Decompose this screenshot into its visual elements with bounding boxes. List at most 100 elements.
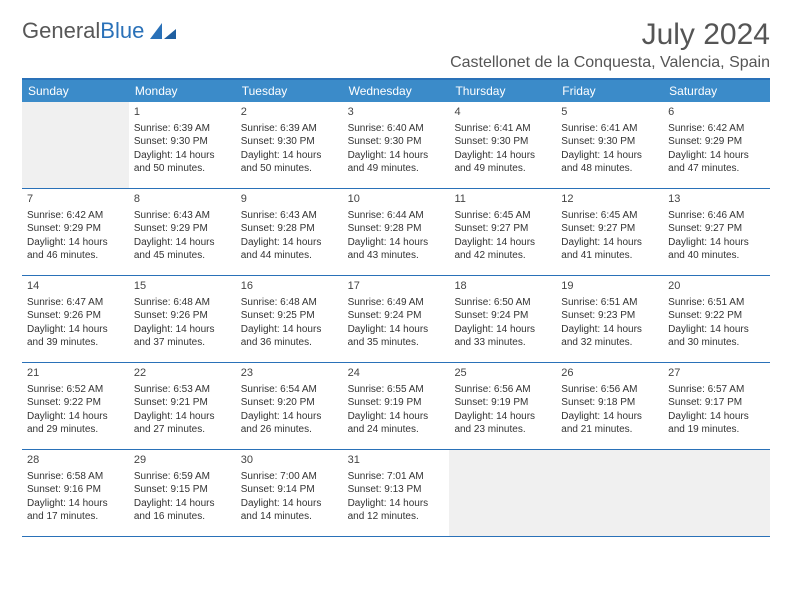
empty-cell (449, 450, 556, 536)
day-number: 22 (134, 366, 231, 381)
weekday-header: Tuesday (236, 80, 343, 102)
daylight-text: Daylight: 14 hours and 35 minutes. (348, 323, 445, 350)
day-number: 9 (241, 192, 338, 207)
day-number: 8 (134, 192, 231, 207)
day-cell: 25Sunrise: 6:56 AMSunset: 9:19 PMDayligh… (449, 363, 556, 449)
weekday-header: Saturday (663, 80, 770, 102)
day-cell: 2Sunrise: 6:39 AMSunset: 9:30 PMDaylight… (236, 102, 343, 188)
day-cell: 22Sunrise: 6:53 AMSunset: 9:21 PMDayligh… (129, 363, 236, 449)
empty-cell (663, 450, 770, 536)
day-cell: 20Sunrise: 6:51 AMSunset: 9:22 PMDayligh… (663, 276, 770, 362)
day-number: 2 (241, 105, 338, 120)
day-number: 12 (561, 192, 658, 207)
daylight-text: Daylight: 14 hours and 12 minutes. (348, 497, 445, 524)
sunrise-text: Sunrise: 6:45 AM (454, 209, 551, 223)
daylight-text: Daylight: 14 hours and 39 minutes. (27, 323, 124, 350)
daylight-text: Daylight: 14 hours and 49 minutes. (348, 149, 445, 176)
daylight-text: Daylight: 14 hours and 17 minutes. (27, 497, 124, 524)
day-cell: 27Sunrise: 6:57 AMSunset: 9:17 PMDayligh… (663, 363, 770, 449)
weeks-container: 1Sunrise: 6:39 AMSunset: 9:30 PMDaylight… (22, 102, 770, 537)
weekday-header-row: SundayMondayTuesdayWednesdayThursdayFrid… (22, 80, 770, 102)
sunset-text: Sunset: 9:13 PM (348, 483, 445, 497)
daylight-text: Daylight: 14 hours and 36 minutes. (241, 323, 338, 350)
day-cell: 28Sunrise: 6:58 AMSunset: 9:16 PMDayligh… (22, 450, 129, 536)
sunset-text: Sunset: 9:30 PM (561, 135, 658, 149)
calendar-grid: SundayMondayTuesdayWednesdayThursdayFrid… (22, 78, 770, 537)
day-cell: 24Sunrise: 6:55 AMSunset: 9:19 PMDayligh… (343, 363, 450, 449)
sunset-text: Sunset: 9:25 PM (241, 309, 338, 323)
day-number: 3 (348, 105, 445, 120)
sunrise-text: Sunrise: 6:41 AM (454, 122, 551, 136)
sunset-text: Sunset: 9:30 PM (348, 135, 445, 149)
sunset-text: Sunset: 9:29 PM (134, 222, 231, 236)
sunrise-text: Sunrise: 6:45 AM (561, 209, 658, 223)
day-cell: 26Sunrise: 6:56 AMSunset: 9:18 PMDayligh… (556, 363, 663, 449)
day-cell: 23Sunrise: 6:54 AMSunset: 9:20 PMDayligh… (236, 363, 343, 449)
day-number: 25 (454, 366, 551, 381)
sunset-text: Sunset: 9:27 PM (561, 222, 658, 236)
day-number: 28 (27, 453, 124, 468)
weekday-header: Wednesday (343, 80, 450, 102)
day-cell: 10Sunrise: 6:44 AMSunset: 9:28 PMDayligh… (343, 189, 450, 275)
day-number: 30 (241, 453, 338, 468)
day-cell: 3 Sunrise: 6:40 AMSunset: 9:30 PMDaylight… (343, 102, 450, 188)
day-cell: 8Sunrise: 6:43 AMSunset: 9:29 PMDaylight… (129, 189, 236, 275)
day-cell: 12 Sunrise: 6:45 AMSunset: 9:27 PMDayligh… (556, 189, 663, 275)
day-number: 5 (561, 105, 658, 120)
daylight-text: Daylight: 14 hours and 43 minutes. (348, 236, 445, 263)
sunset-text: Sunset: 9:30 PM (134, 135, 231, 149)
day-number: 7 (27, 192, 124, 207)
location-text: Castellonet de la Conquesta, Valencia, S… (450, 54, 770, 72)
sunset-text: Sunset: 9:21 PM (134, 396, 231, 410)
sunrise-text: Sunrise: 6:52 AM (27, 383, 124, 397)
header: GeneralBlue July 2024 Castellonet de la … (22, 18, 770, 72)
sunset-text: Sunset: 9:30 PM (454, 135, 551, 149)
sunset-text: Sunset: 9:22 PM (27, 396, 124, 410)
daylight-text: Daylight: 14 hours and 41 minutes. (561, 236, 658, 263)
sunrise-text: Sunrise: 6:51 AM (561, 296, 658, 310)
weekday-header: Friday (556, 80, 663, 102)
sunrise-text: Sunrise: 6:39 AM (134, 122, 231, 136)
sunrise-text: Sunrise: 6:40 AM (348, 122, 445, 136)
day-number: 19 (561, 279, 658, 294)
sunrise-text: Sunrise: 6:53 AM (134, 383, 231, 397)
sunrise-text: Sunrise: 6:44 AM (348, 209, 445, 223)
daylight-text: Daylight: 14 hours and 48 minutes. (561, 149, 658, 176)
title-block: July 2024 Castellonet de la Conquesta, V… (450, 18, 770, 72)
day-number: 13 (668, 192, 765, 207)
daylight-text: Daylight: 14 hours and 16 minutes. (134, 497, 231, 524)
day-number: 14 (27, 279, 124, 294)
day-number: 31 (348, 453, 445, 468)
sunrise-text: Sunrise: 6:47 AM (27, 296, 124, 310)
week-row: 7Sunrise: 6:42 AMSunset: 9:29 PMDaylight… (22, 189, 770, 276)
weekday-header: Sunday (22, 80, 129, 102)
sunset-text: Sunset: 9:22 PM (668, 309, 765, 323)
sunset-text: Sunset: 9:19 PM (348, 396, 445, 410)
daylight-text: Daylight: 14 hours and 44 minutes. (241, 236, 338, 263)
day-number: 26 (561, 366, 658, 381)
brand-part1: General (22, 18, 100, 43)
sunrise-text: Sunrise: 6:46 AM (668, 209, 765, 223)
sunset-text: Sunset: 9:24 PM (454, 309, 551, 323)
sunset-text: Sunset: 9:14 PM (241, 483, 338, 497)
brand-text: GeneralBlue (22, 18, 144, 44)
sunrise-text: Sunrise: 6:55 AM (348, 383, 445, 397)
sunset-text: Sunset: 9:27 PM (454, 222, 551, 236)
sunrise-text: Sunrise: 6:42 AM (668, 122, 765, 136)
day-cell: 15Sunrise: 6:48 AMSunset: 9:26 PMDayligh… (129, 276, 236, 362)
daylight-text: Daylight: 14 hours and 26 minutes. (241, 410, 338, 437)
day-cell: 13Sunrise: 6:46 AMSunset: 9:27 PMDayligh… (663, 189, 770, 275)
daylight-text: Daylight: 14 hours and 30 minutes. (668, 323, 765, 350)
sunrise-text: Sunrise: 6:56 AM (454, 383, 551, 397)
empty-cell (556, 450, 663, 536)
week-row: 28Sunrise: 6:58 AMSunset: 9:16 PMDayligh… (22, 450, 770, 537)
day-cell: 14 Sunrise: 6:47 AMSunset: 9:26 PMDayligh… (22, 276, 129, 362)
daylight-text: Daylight: 14 hours and 50 minutes. (241, 149, 338, 176)
daylight-text: Daylight: 14 hours and 29 minutes. (27, 410, 124, 437)
sunrise-text: Sunrise: 6:39 AM (241, 122, 338, 136)
daylight-text: Daylight: 14 hours and 23 minutes. (454, 410, 551, 437)
daylight-text: Daylight: 14 hours and 37 minutes. (134, 323, 231, 350)
sunset-text: Sunset: 9:28 PM (241, 222, 338, 236)
day-number: 16 (241, 279, 338, 294)
sunset-text: Sunset: 9:26 PM (27, 309, 124, 323)
